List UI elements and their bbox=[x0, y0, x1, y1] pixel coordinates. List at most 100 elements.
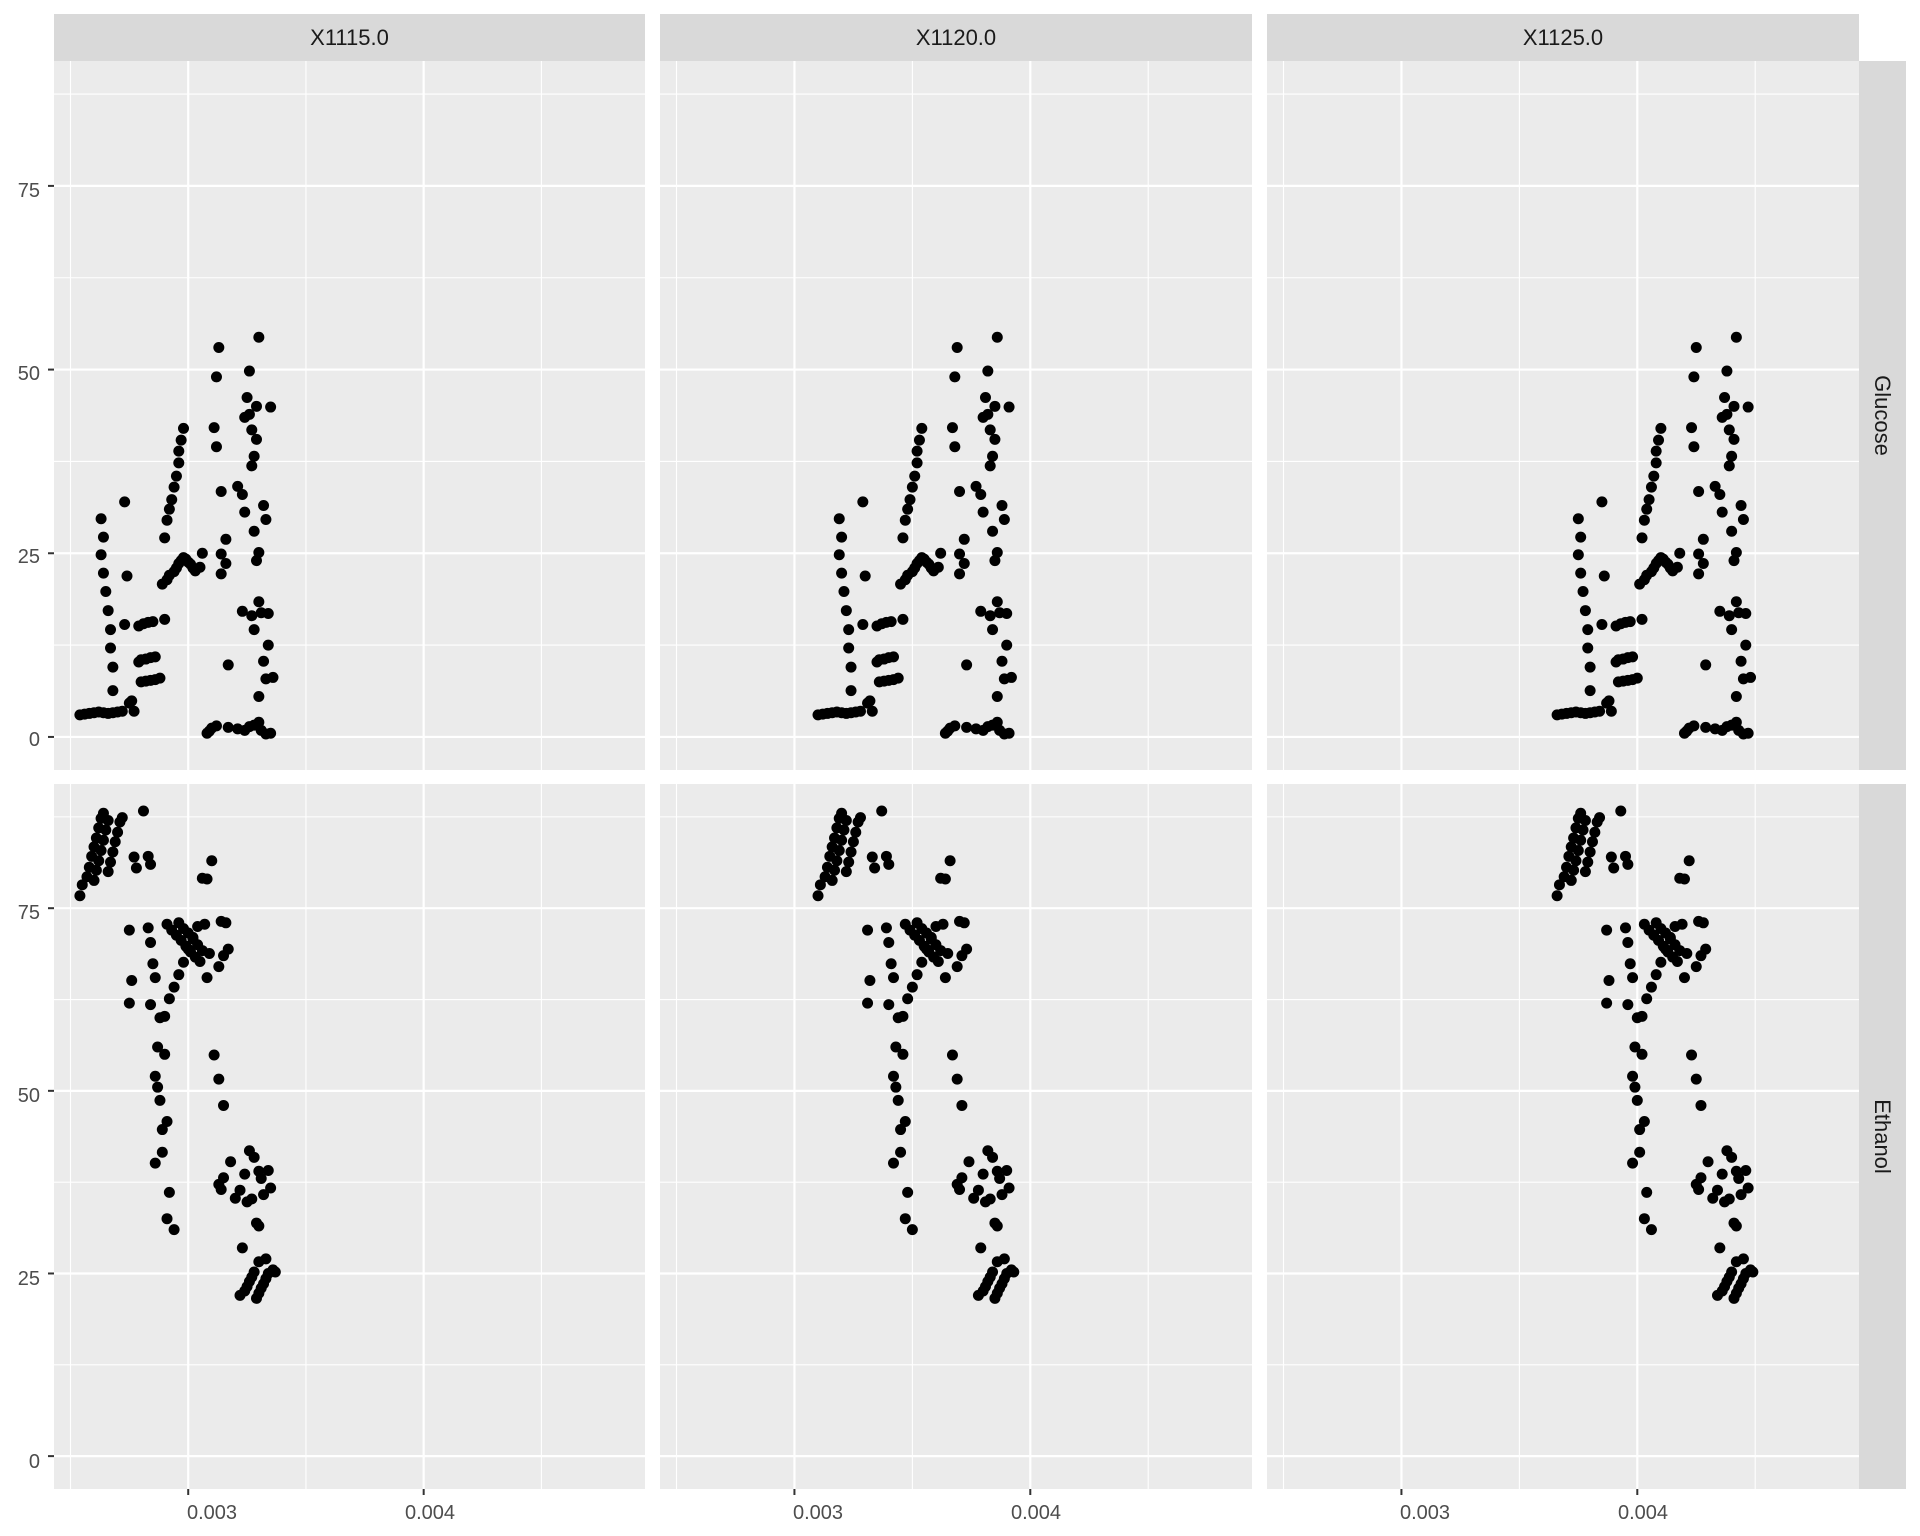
data-point bbox=[826, 874, 838, 886]
data-point bbox=[1634, 1124, 1646, 1136]
data-point bbox=[935, 547, 947, 559]
data-point bbox=[1723, 460, 1735, 472]
data-point bbox=[895, 1124, 907, 1136]
facet-label-row-2: Ethanol bbox=[1870, 1099, 1895, 1174]
data-point bbox=[1695, 1172, 1707, 1184]
data-point bbox=[892, 1094, 904, 1106]
data-point bbox=[243, 408, 255, 420]
data-point bbox=[100, 585, 112, 597]
data-point bbox=[1579, 866, 1591, 878]
data-point bbox=[97, 531, 109, 543]
data-point bbox=[1728, 400, 1740, 412]
data-point bbox=[1697, 558, 1709, 570]
data-point bbox=[958, 558, 970, 570]
data-point bbox=[1655, 956, 1667, 968]
data-point bbox=[250, 400, 262, 412]
data-point bbox=[137, 805, 149, 817]
data-point bbox=[178, 422, 190, 434]
data-point bbox=[265, 727, 277, 739]
data-point bbox=[220, 917, 232, 929]
data-point bbox=[1001, 608, 1013, 620]
data-point bbox=[253, 691, 265, 703]
data-point bbox=[152, 1041, 164, 1053]
data-point bbox=[1584, 661, 1596, 673]
data-point bbox=[1638, 1213, 1650, 1225]
data-point bbox=[887, 1157, 899, 1169]
data-point bbox=[902, 503, 914, 515]
data-point bbox=[1551, 890, 1563, 902]
data-point bbox=[173, 969, 185, 981]
data-point bbox=[946, 1049, 958, 1061]
data-point bbox=[954, 568, 966, 580]
data-point bbox=[269, 1266, 281, 1278]
data-point bbox=[201, 873, 213, 885]
data-point bbox=[977, 1168, 989, 1180]
data-point bbox=[887, 651, 899, 663]
data-point bbox=[102, 815, 114, 827]
panel-background-glucose-col2 bbox=[660, 61, 1252, 770]
data-point bbox=[250, 433, 262, 445]
data-point bbox=[1641, 1186, 1653, 1198]
data-point bbox=[1726, 1151, 1738, 1163]
data-point bbox=[239, 506, 251, 518]
data-point bbox=[1671, 956, 1683, 968]
data-point bbox=[845, 846, 857, 858]
data-point bbox=[265, 1182, 277, 1194]
data-point bbox=[991, 691, 1003, 703]
facet-label-row-1: Glucose bbox=[1870, 375, 1895, 456]
facet-strip-row-2 bbox=[1859, 784, 1906, 1489]
data-point bbox=[1624, 958, 1636, 970]
y-tick-label-row2-50: 50 bbox=[18, 1085, 40, 1107]
data-point bbox=[958, 533, 970, 545]
data-point bbox=[1634, 1146, 1646, 1158]
data-point bbox=[208, 1049, 220, 1061]
data-point bbox=[1742, 1182, 1754, 1194]
data-point bbox=[222, 943, 234, 955]
data-point bbox=[1601, 924, 1613, 936]
data-point bbox=[989, 555, 1001, 567]
data-point bbox=[109, 836, 121, 848]
data-point bbox=[843, 624, 855, 636]
data-point bbox=[1700, 943, 1712, 955]
data-point bbox=[961, 943, 973, 955]
data-point bbox=[1735, 1189, 1747, 1201]
data-point bbox=[883, 858, 895, 870]
data-point bbox=[906, 481, 918, 493]
data-point bbox=[1697, 533, 1709, 545]
data-point bbox=[267, 671, 279, 683]
data-point bbox=[208, 422, 220, 434]
facet-strip-column-2 bbox=[660, 14, 1252, 61]
data-point bbox=[178, 956, 190, 968]
data-point bbox=[968, 1192, 980, 1204]
data-point bbox=[220, 533, 232, 545]
data-point bbox=[833, 844, 845, 856]
data-point bbox=[845, 661, 857, 673]
data-point bbox=[145, 858, 157, 870]
data-point bbox=[1645, 1224, 1657, 1236]
data-point bbox=[836, 834, 848, 846]
data-point bbox=[262, 608, 274, 620]
data-point bbox=[1648, 470, 1660, 482]
data-point bbox=[1683, 855, 1695, 867]
data-point bbox=[156, 1146, 168, 1158]
data-point bbox=[119, 496, 131, 508]
data-point bbox=[1636, 613, 1648, 625]
data-point bbox=[253, 596, 265, 608]
data-point bbox=[956, 1172, 968, 1184]
data-point bbox=[206, 855, 218, 867]
data-point bbox=[159, 1048, 171, 1060]
data-point bbox=[102, 605, 114, 617]
data-point bbox=[857, 496, 869, 508]
data-point bbox=[147, 616, 159, 628]
data-point bbox=[1643, 494, 1655, 506]
data-point bbox=[994, 1173, 1006, 1185]
data-point bbox=[932, 561, 944, 573]
data-point bbox=[984, 460, 996, 472]
data-point bbox=[215, 1183, 227, 1195]
panel-background-ethanol-col1 bbox=[54, 784, 645, 1489]
data-point bbox=[847, 836, 859, 848]
data-point bbox=[911, 457, 923, 469]
data-point bbox=[862, 997, 874, 1009]
data-point bbox=[1709, 480, 1721, 492]
data-point bbox=[1730, 596, 1742, 608]
